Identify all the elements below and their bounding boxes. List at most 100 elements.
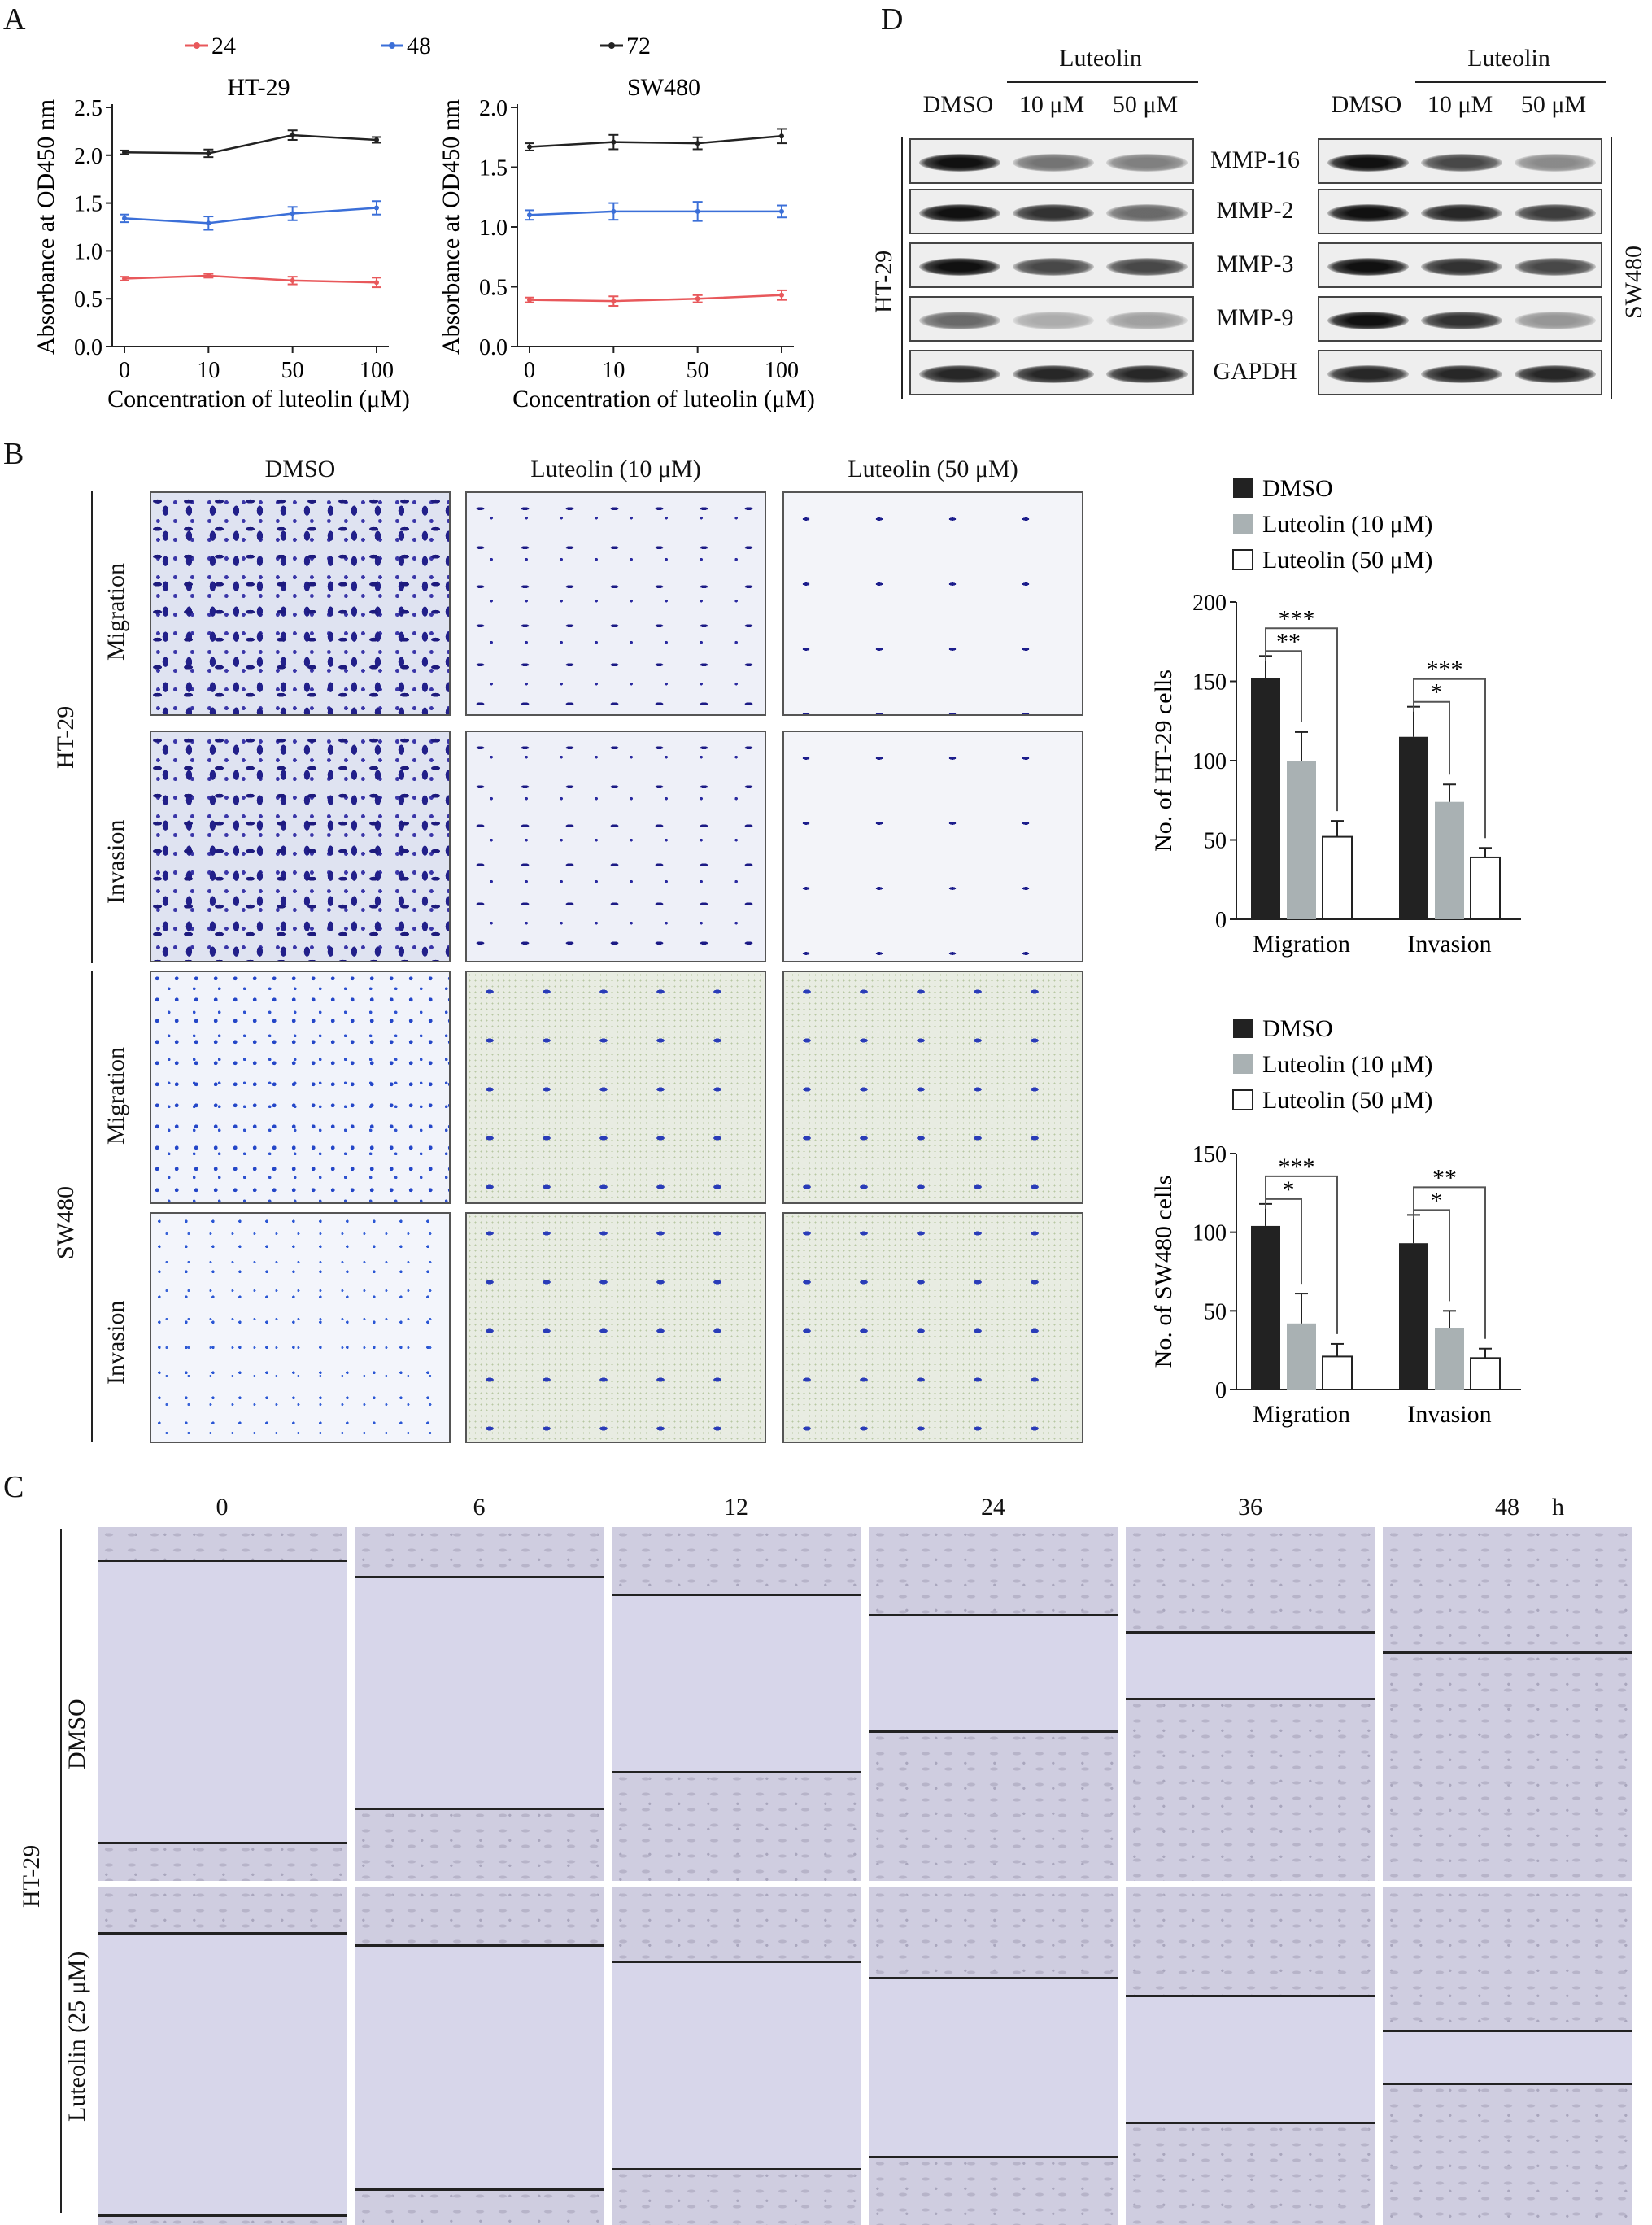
cell-region-top — [355, 1887, 604, 1944]
bracket-right — [1611, 137, 1612, 399]
y-axis-label-ht29: Absorbance at OD450 nm — [33, 99, 59, 355]
wound-image — [355, 1887, 604, 2225]
x-tick-label-sw480: 100 — [765, 358, 799, 383]
x-tick-label-barHT: Migration — [1253, 931, 1350, 958]
bar-barHT-Invasion-0 — [1399, 736, 1428, 919]
data-point-sw480-72 — [527, 144, 532, 150]
y-tick-label-ht29: 0.0 — [74, 335, 102, 360]
band-sw480 — [1515, 204, 1596, 222]
wound-edge-line-bottom — [355, 1808, 604, 1810]
y-tick-label-barSW: 150 — [1192, 1142, 1227, 1167]
wound-edge-line-bottom — [98, 2214, 347, 2217]
data-point-sw480-24 — [527, 297, 532, 303]
band-ht29 — [1013, 365, 1094, 383]
legend-swatch-barHT-0 — [1233, 478, 1253, 498]
y-tick-label-barHT: 0 — [1215, 908, 1227, 933]
blot-row-ht29-MMP-9 — [909, 296, 1194, 342]
wound-edge-line-bottom — [869, 1730, 1118, 1733]
y-tick-label-sw480: 2.0 — [479, 96, 508, 121]
cell-region-bottom — [1383, 2083, 1632, 2225]
transwell-image — [782, 491, 1083, 716]
sig-bracket-inner-barHT — [1414, 700, 1450, 775]
band-ht29 — [919, 204, 1000, 222]
band-ht29 — [919, 258, 1000, 276]
x-tick-label-barSW: Migration — [1253, 1401, 1350, 1428]
series-line-ht29-48 — [124, 207, 377, 225]
data-point-sw480-48 — [695, 208, 700, 214]
bar-barSW-Invasion-1 — [1435, 1328, 1464, 1390]
y-tick-label-barSW: 0 — [1215, 1378, 1227, 1403]
cell-line-label-right: SW480 — [1620, 246, 1647, 319]
wound-edge-line-top — [612, 1594, 861, 1596]
blot-row-sw480-MMP-16 — [1318, 138, 1602, 184]
wound-row-label-0: DMSO — [63, 1698, 90, 1769]
protein-label-MMP-9: MMP-9 — [1216, 304, 1294, 331]
wound-edge-line-top — [1126, 1631, 1375, 1634]
data-point-sw480-48 — [611, 208, 617, 214]
legend-label-48: 48 — [407, 33, 431, 59]
lane-label-sw480-1: 10 μM — [1427, 91, 1493, 118]
sig-label-outer-barSW: *** — [1279, 1154, 1315, 1180]
protein-label-MMP-16: MMP-16 — [1210, 146, 1301, 173]
data-point-sw480-72 — [611, 139, 617, 145]
transwell-image — [150, 491, 451, 716]
cell-region-top — [612, 1887, 861, 1961]
band-ht29 — [1106, 154, 1188, 172]
band-sw480 — [1327, 312, 1409, 329]
bar-barSW-Migration-1 — [1287, 1323, 1316, 1390]
cell-line-label-sw480: SW480 — [52, 1186, 79, 1259]
chart-title-sw480: SW480 — [627, 74, 700, 101]
wound-edge-line-top — [869, 1977, 1118, 1979]
transwell-row-label-2: Migration — [102, 1046, 129, 1145]
bar-barSW-Invasion-2 — [1470, 1357, 1501, 1391]
wound-edge-line-top — [1126, 1995, 1375, 1997]
cell-region-bottom — [1126, 1698, 1375, 1881]
transwell-column-label-0: DMSO — [264, 456, 336, 482]
sig-label-inner-barHT: * — [1431, 679, 1443, 706]
time-label-6: 6 — [473, 1494, 486, 1520]
lane-label-ht29-0: DMSO — [922, 91, 994, 118]
band-ht29 — [1013, 258, 1094, 276]
y-tick-label-sw480: 0.5 — [479, 276, 508, 301]
wound-image — [1126, 1527, 1375, 1881]
y-tick-label-barHT: 50 — [1204, 829, 1227, 854]
wound-image — [98, 1527, 347, 1881]
protein-label-GAPDH: GAPDH — [1213, 358, 1297, 385]
data-point-ht29-72 — [374, 137, 379, 142]
sig-label-inner-barSW: * — [1283, 1176, 1295, 1203]
legend-swatch-barHT-2 — [1232, 549, 1253, 570]
transwell-image — [150, 971, 451, 1204]
data-point-sw480-48 — [527, 212, 532, 218]
transwell-image — [465, 731, 766, 962]
legend-marker-72 — [608, 42, 615, 49]
band-sw480 — [1421, 154, 1502, 172]
data-point-ht29-48 — [206, 220, 211, 226]
data-point-ht29-24 — [290, 277, 295, 283]
cell-region-bottom — [869, 1730, 1118, 1881]
bar-barHT-Migration-1 — [1287, 761, 1316, 919]
band-ht29 — [1106, 365, 1188, 383]
data-point-sw480-72 — [779, 133, 784, 139]
data-point-ht29-48 — [122, 216, 127, 221]
bracket-ht29-wound — [60, 1529, 62, 2213]
bar-barSW-Migration-0 — [1251, 1225, 1280, 1390]
band-sw480 — [1421, 204, 1502, 222]
data-point-ht29-24 — [122, 276, 127, 281]
time-unit-label: h — [1552, 1494, 1564, 1520]
wound-edge-line-bottom — [1126, 2122, 1375, 2124]
y-tick-label-sw480: 0.0 — [479, 335, 508, 360]
blot-row-sw480-MMP-9 — [1318, 296, 1602, 342]
cell-region-bottom — [1126, 2122, 1375, 2225]
transwell-image — [782, 731, 1083, 962]
band-sw480 — [1515, 365, 1596, 383]
cell-region-top — [1383, 1527, 1632, 1651]
wound-image — [1383, 1887, 1632, 2225]
y-tick-label-sw480: 1.0 — [479, 216, 508, 241]
x-tick-label-sw480: 50 — [687, 358, 709, 383]
y-tick-label-barHT: 150 — [1192, 670, 1227, 696]
blot-row-ht29-MMP-16 — [909, 138, 1194, 184]
transwell-column-label-1: Luteolin (10 μM) — [530, 456, 701, 482]
series-line-sw480-72 — [529, 135, 782, 148]
x-axis-label-sw480: Concentration of luteolin (μM) — [512, 386, 815, 412]
